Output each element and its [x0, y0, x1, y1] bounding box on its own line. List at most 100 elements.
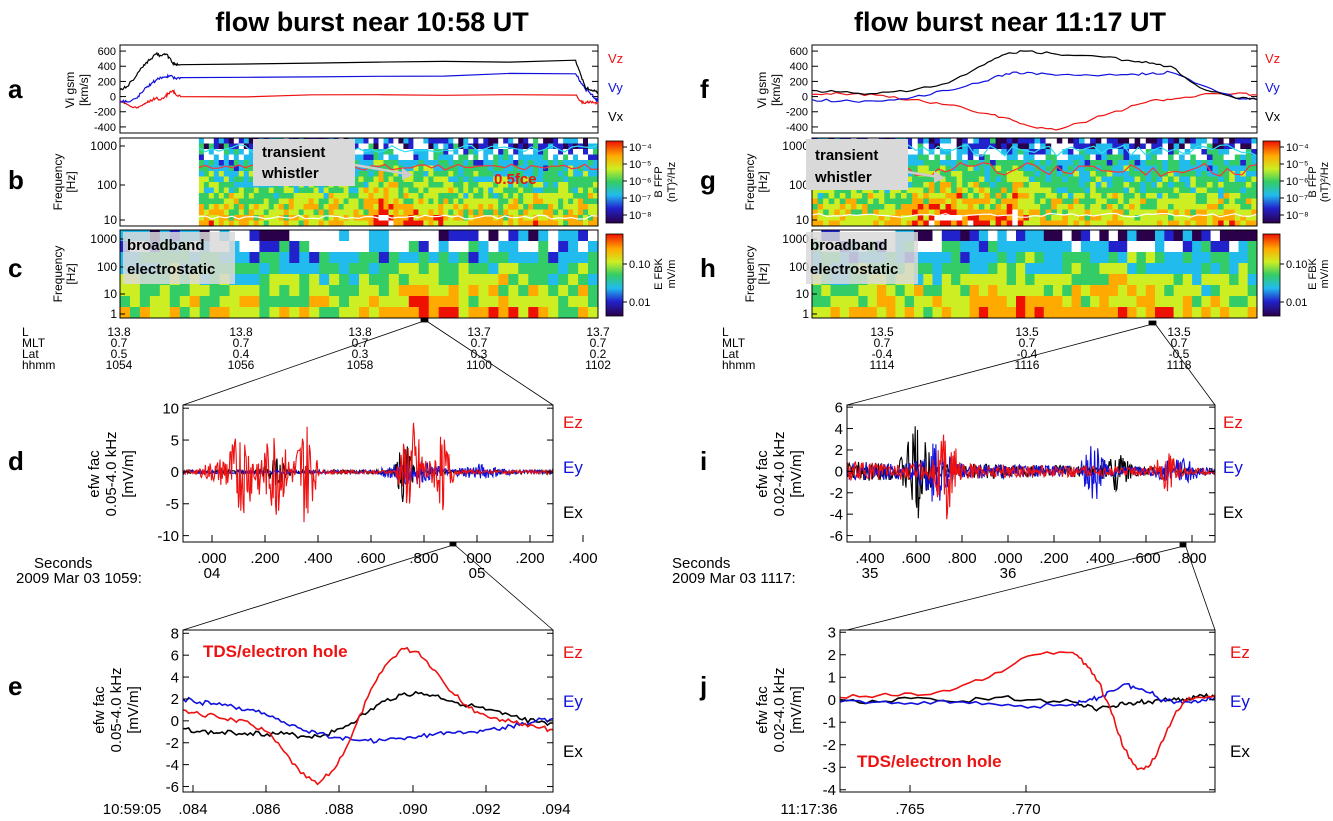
tds-label-right: TDS/electron hole [857, 752, 1002, 771]
panel-letter-g: g [700, 165, 716, 195]
heatmap-cell [1056, 204, 1063, 210]
heatmap-cell [1245, 182, 1252, 188]
heatmap-cell [873, 220, 880, 227]
heatmap-cell [578, 285, 589, 297]
heatmap-cell [363, 193, 369, 199]
heatmap-cell [1164, 263, 1174, 275]
heatmap-cell [1117, 182, 1124, 188]
heatmap-cell [448, 138, 454, 144]
heatmap-cell [1164, 274, 1174, 286]
zoom-line-h-right [1155, 324, 1216, 406]
heatmap-cell [358, 182, 364, 188]
heatmap-cell [821, 307, 831, 319]
heatmap-cell [1040, 182, 1047, 188]
heatmap-cell [343, 220, 349, 227]
heatmap-cell [973, 182, 980, 188]
heatmap-cell [988, 285, 998, 297]
heatmap-cell [901, 209, 907, 216]
heatmap-cell [945, 204, 952, 210]
legend-vx-a: Vx [608, 109, 624, 124]
zoom-line-d-right [455, 545, 554, 631]
heatmap-cell [1173, 307, 1184, 319]
heatmap-cell [498, 307, 509, 319]
heatmap-cell [488, 241, 499, 253]
heatmap-cell [558, 143, 564, 150]
panel-c-colorbar-ticks: 0.100.01 [623, 259, 650, 309]
heatmap-cell [817, 215, 824, 221]
heatmap-cell [523, 215, 529, 221]
heatmap-cell [839, 307, 850, 319]
heatmap-cell [973, 165, 980, 172]
heatmap-cell [548, 182, 554, 188]
heatmap-cell [1238, 274, 1249, 286]
heatmap-cell [159, 285, 171, 297]
heatmap-cell [1251, 215, 1258, 221]
heatmap-cell [303, 209, 309, 216]
heatmap-cell [528, 187, 534, 194]
heatmap-cell [393, 171, 399, 177]
heatmap-cell [951, 154, 958, 161]
heatmap-cell [1190, 160, 1197, 166]
heatmap-cell [488, 263, 499, 275]
heatmap-cell [1056, 138, 1063, 144]
heatmap-cell [283, 193, 290, 199]
ytick-label: -200 [786, 107, 808, 119]
heatmap-cell [299, 263, 310, 275]
heatmap-cell [373, 204, 379, 210]
heatmap-cell [823, 204, 830, 210]
heatmap-cell [1043, 263, 1054, 275]
heatmap-cell [299, 307, 310, 319]
heatmap-cell [308, 198, 314, 205]
heatmap-cell [408, 285, 420, 297]
heatmap-cell [323, 187, 329, 194]
heatmap-cell [895, 198, 902, 205]
heatmap-cell [1023, 165, 1030, 172]
heatmap-cell [538, 285, 549, 297]
heatmap-cell [1079, 165, 1085, 172]
heatmap-cell [1212, 204, 1219, 210]
heatmap-cell [1106, 176, 1113, 183]
heatmap-cell [1240, 204, 1247, 210]
heatmap-cell [318, 209, 324, 216]
heatmap-cell [1162, 160, 1169, 166]
heatmap-cell [293, 220, 300, 227]
heatmap-cell [248, 138, 255, 144]
heatmap-cell [543, 187, 549, 194]
heatmap-cell [523, 204, 529, 210]
heatmap-cell [443, 165, 449, 172]
broadband-text-right-2: electrostatic [810, 261, 898, 278]
heatmap-cell [388, 307, 400, 319]
heatmap-cell [1006, 285, 1017, 297]
heatmap-cell [995, 220, 1002, 227]
heatmap-cell [388, 182, 394, 188]
heatmap-cell [463, 138, 469, 144]
heatmap-cell [1145, 143, 1152, 150]
heatmap-cell [388, 165, 394, 172]
heatmap-cell [458, 241, 469, 253]
heatmap-cell [483, 165, 489, 172]
heatmap-cell [328, 209, 334, 216]
heatmap-cell [939, 154, 946, 161]
heatmap-cell [408, 176, 414, 183]
heatmap-cell [912, 138, 919, 144]
heatmap-cell [932, 252, 943, 264]
heatmap-cell [895, 204, 902, 210]
heatmap-cell [1108, 230, 1119, 242]
heatmap-cell [468, 149, 474, 155]
heatmap-cell [508, 171, 514, 177]
heatmap-cell [358, 193, 364, 199]
heatmap-cell [508, 241, 519, 253]
heatmap-cell [1006, 193, 1013, 199]
heatmap-cell [1156, 209, 1163, 216]
heatmap-cell [1106, 154, 1113, 161]
heatmap-cell [967, 149, 974, 155]
heatmap-cell [328, 215, 334, 221]
heatmap-cell [914, 252, 924, 264]
heatmap-cell [1212, 138, 1219, 144]
heatmap-cell [1179, 154, 1186, 161]
panel-b-frame [119, 137, 599, 227]
heatmap-cell [198, 215, 205, 221]
heatmap-cell [1173, 274, 1184, 286]
heatmap-cell [279, 285, 290, 297]
orbit-value: 0.3 [471, 347, 488, 361]
